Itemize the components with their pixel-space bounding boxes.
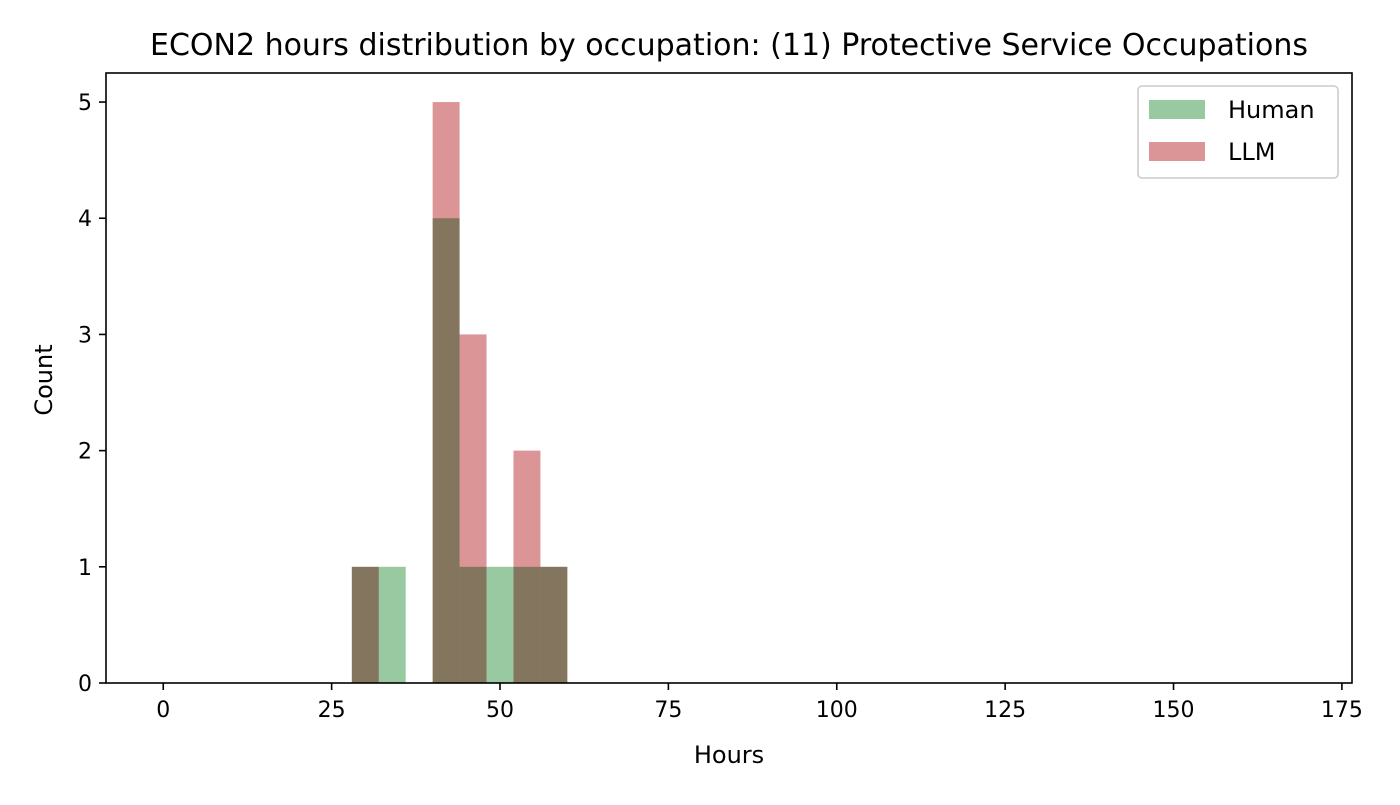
histogram-bar-human-48-52 bbox=[486, 566, 514, 683]
y-tick-label-4: 4 bbox=[78, 207, 92, 232]
x-tick-label-125: 125 bbox=[984, 698, 1026, 723]
histogram-bar-llm-44-48 bbox=[459, 334, 487, 683]
histogram-bar-llm-52-56 bbox=[513, 450, 541, 683]
histogram-bar-human-32-36 bbox=[378, 566, 406, 683]
legend-label-llm: LLM bbox=[1228, 138, 1275, 166]
y-tick-label-2: 2 bbox=[78, 440, 92, 465]
x-tick-label-175: 175 bbox=[1321, 698, 1363, 723]
x-tick-label-100: 100 bbox=[816, 698, 858, 723]
bars-layer bbox=[351, 102, 568, 684]
chart-title: ECON2 hours distribution by occupation: … bbox=[150, 28, 1308, 63]
histogram-bar-llm-28-32 bbox=[351, 566, 379, 683]
x-tick-label-0: 0 bbox=[156, 698, 170, 723]
histogram-bar-llm-40-44 bbox=[432, 102, 460, 684]
x-axis: 0 25 50 75 100 125 150 175 bbox=[156, 683, 1363, 723]
x-tick-label-50: 50 bbox=[486, 698, 514, 723]
legend: Human LLM bbox=[1137, 85, 1339, 179]
y-axis: 0 1 2 3 4 5 bbox=[78, 91, 106, 697]
y-tick-label-1: 1 bbox=[78, 556, 92, 581]
x-tick-label-75: 75 bbox=[654, 698, 682, 723]
plot-frame bbox=[105, 72, 1353, 684]
y-tick-label-3: 3 bbox=[78, 323, 92, 348]
y-tick-label-0: 0 bbox=[78, 672, 92, 697]
x-tick-label-150: 150 bbox=[1153, 698, 1195, 723]
legend-swatch-llm bbox=[1149, 142, 1205, 161]
x-axis-label: Hours bbox=[694, 741, 764, 769]
legend-swatch-human bbox=[1149, 100, 1205, 119]
histogram-bar-llm-56-60 bbox=[540, 566, 568, 683]
y-axis-label: Count bbox=[30, 344, 58, 415]
y-tick-label-5: 5 bbox=[78, 91, 92, 116]
x-tick-label-25: 25 bbox=[318, 698, 346, 723]
legend-label-human: Human bbox=[1228, 96, 1315, 124]
